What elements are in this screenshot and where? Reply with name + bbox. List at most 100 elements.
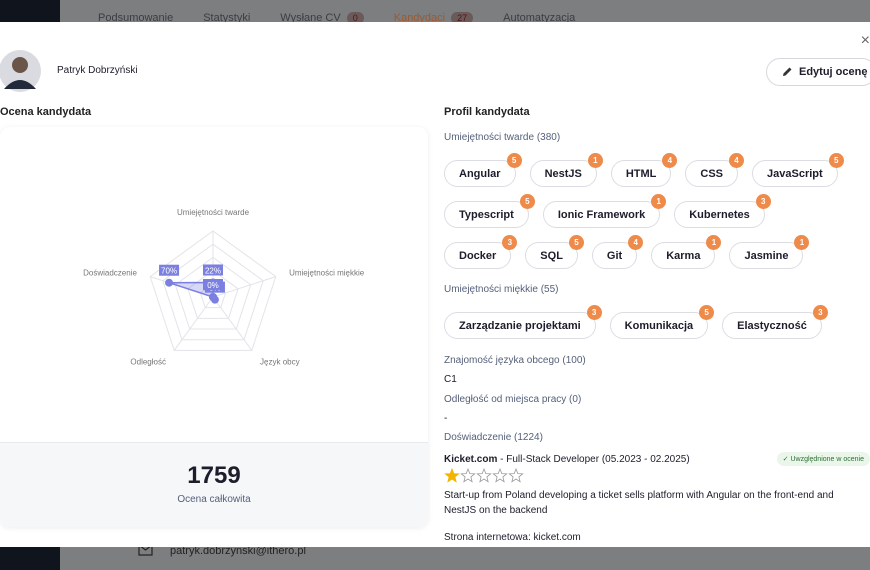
badge-label: Uwzględnione w ocenie [790, 456, 864, 463]
skill-level: 5 [568, 235, 584, 250]
stars [444, 467, 870, 485]
star [508, 467, 524, 483]
rating-card: Umiejętności twarde Umiejętności miękkie J… [0, 127, 428, 527]
skill-pill: SQL 5 [525, 235, 584, 269]
soft-skills-heading: Umiejętności miękkie (55) [444, 284, 559, 295]
pencil-icon [783, 67, 792, 76]
tab[interactable]: Kandydaci 27 [393, 12, 474, 24]
radar-point [209, 293, 217, 301]
skill-level: 3 [502, 235, 518, 250]
skill-level: 5 [506, 153, 522, 168]
candidate-name: Patryk Dobrzyński [57, 65, 138, 76]
skill-pill: Ionic Framework 1 [542, 194, 667, 228]
skill-level: 3 [812, 305, 828, 320]
skill-pill: Typescript 5 [444, 194, 535, 228]
hard-skills: Angular 5 NestJS 1 HTML 4 CSS 4 JavaScript 5 Types… [444, 153, 844, 269]
axis-label: Doświadczenie [83, 268, 137, 277]
skill-name: Typescript [459, 208, 514, 221]
axis-label: Język obcy [260, 358, 300, 367]
skill-name: Ionic Framework [557, 208, 646, 221]
distance-heading: Odległość od miejsca pracy (0) [444, 394, 582, 405]
skill-name: Elastyczność [737, 319, 807, 332]
value-label: 22% [205, 266, 221, 275]
value-label-bg [159, 264, 180, 276]
skill-level: 3 [755, 194, 771, 209]
skill-pill: Angular 5 [444, 153, 522, 187]
skill-pill: CSS 4 [685, 153, 745, 187]
axis-label: Odległość [130, 358, 166, 367]
axis-label: Umiejętności twarde [177, 208, 250, 217]
axis-line [212, 296, 253, 351]
skill-level: 5 [699, 305, 715, 320]
skill-name: Komunikacja [624, 319, 694, 332]
skill-name: HTML [625, 167, 657, 180]
tab-label: Automatyzacja [503, 12, 576, 24]
skill-level: 1 [651, 194, 667, 209]
value-label: 70% [161, 267, 177, 276]
experience-description: Start-up from Poland developing a ticket… [444, 490, 834, 516]
radar-chart: Umiejętności twarde Umiejętności miękkie J… [83, 208, 365, 367]
tab[interactable]: Statystyki [203, 12, 250, 24]
star [460, 467, 476, 483]
total-score: 1759 [187, 462, 241, 489]
skill-pill: Jasmine 1 [729, 235, 810, 269]
soft-skills: Zarządzanie projektami 3 Komunikacja 5 Elast… [444, 305, 844, 339]
skill-level: 4 [662, 153, 678, 168]
skill-pill: Komunikacja 5 [609, 305, 715, 339]
profile: Umiejętności twarde (380) Angular 5 NestJS… [444, 132, 870, 543]
tab-label: Wysłane CV [280, 12, 341, 24]
website: Strona internetowa: kicket.com [444, 532, 581, 543]
star [444, 467, 460, 483]
skill-level: 1 [587, 153, 603, 168]
experience-heading: Doświadczenie (1224) [444, 432, 543, 443]
grid-ring [187, 269, 239, 319]
skill-name: NestJS [544, 167, 582, 180]
skill-name: SQL [540, 249, 563, 262]
skill-pill: Karma 1 [651, 235, 722, 269]
tab-label: Kandydaci [393, 12, 446, 24]
radar-point [165, 278, 174, 287]
skill-name: Karma [666, 249, 701, 262]
skill-name: Kubernetes [689, 208, 750, 221]
tabs: Podsumowanie Statystyki Wysłane CV 0 Kandyda… [98, 12, 575, 24]
skill-level: 5 [519, 194, 535, 209]
hard-skills-heading: Umiejętności twarde (380) [444, 132, 561, 143]
star [492, 467, 508, 483]
skill-pill: Kubernetes 3 [674, 194, 771, 228]
value-label-bg [203, 279, 223, 290]
value-label-bg [203, 264, 223, 276]
axis-line [173, 296, 214, 351]
skill-level: 4 [628, 235, 644, 250]
experience-row: Kicket.com - Full-Stack Developer (05.20… [444, 452, 870, 466]
tab-count: 27 [451, 12, 474, 24]
total-label: Ocena całkowita [177, 494, 251, 505]
star-row [444, 467, 524, 483]
edit-button[interactable]: Edytuj ocenę [766, 58, 870, 86]
included-badge: ✓ Uwzględnione w ocenie [776, 452, 870, 466]
skill-pill: Zarządzanie projektami 3 [444, 305, 602, 339]
company: Kicket.com [444, 453, 498, 465]
tab-count: 0 [346, 12, 364, 24]
tab-label: Podsumowanie [98, 12, 174, 24]
skill-name: CSS [700, 167, 724, 180]
tab-label: Statystyki [203, 12, 251, 24]
skill-name: JavaScript [767, 167, 823, 180]
skill-level: 3 [586, 305, 602, 320]
skill-name: Docker [459, 249, 497, 262]
skill-name: Angular [459, 167, 501, 180]
avatar [0, 50, 41, 92]
skill-pill: JavaScript 5 [752, 153, 844, 187]
skill-name: Zarządzanie projektami [459, 319, 581, 332]
email: patryk.dobrzynski@ithero.pl [170, 545, 306, 557]
tab[interactable]: Podsumowanie [98, 12, 173, 24]
skill-pill: HTML 4 [610, 153, 678, 187]
tab[interactable]: Wysłane CV 0 [280, 12, 364, 24]
close-button[interactable]: × [860, 32, 870, 49]
tab[interactable]: Automatyzacja [503, 12, 575, 24]
skill-pill: Elastyczność 3 [722, 305, 828, 339]
rating-title: Ocena kandydata [0, 106, 92, 118]
edit-label: Edytuj ocenę [799, 66, 868, 78]
distance-value: - [444, 413, 448, 424]
role: - Full-Stack Developer (05.2023 - 02.202… [497, 453, 690, 465]
